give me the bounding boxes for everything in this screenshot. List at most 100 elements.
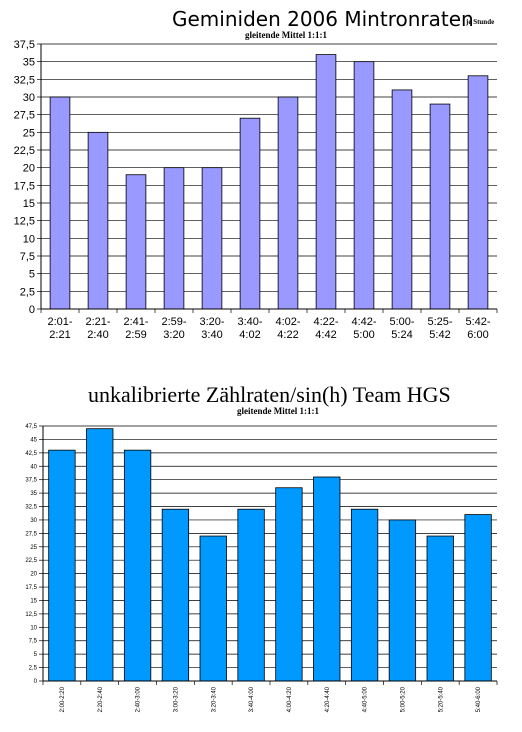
y-tick-label: 22,5 bbox=[14, 145, 35, 157]
x-tick-label: 2:01- bbox=[47, 316, 72, 328]
y-tick-label: 27,5 bbox=[14, 110, 35, 122]
chart2-gridlines bbox=[43, 425, 497, 682]
x-tick-label: 2:20-2:40 bbox=[98, 686, 104, 712]
chart2-y-tick-labels: 0 2,5 5 7,5 10 12,5 15 17,5 20 22,5 25 27,5 30 32,5 35… bbox=[25, 424, 37, 685]
y-tick-label: 35 bbox=[23, 57, 35, 69]
x-tick-label: 2:59- bbox=[161, 316, 186, 328]
x-tick-label: 5:20-5:40 bbox=[438, 686, 444, 712]
chart2-bars bbox=[48, 428, 492, 682]
y-tick-label: 32,5 bbox=[14, 74, 35, 86]
x-tick-label: 3:00-3:20 bbox=[173, 686, 179, 712]
chart1-title-suffix: je Stunde bbox=[465, 18, 494, 26]
bar-12 bbox=[464, 514, 492, 682]
chart-gemini-mintron-rates: Geminiden 2006 Mintronraten je Stunde gl… bbox=[14, 7, 498, 341]
y-tick-label: 30 bbox=[30, 518, 37, 524]
y-tick-label: 37,5 bbox=[14, 39, 35, 51]
bar-4 bbox=[163, 167, 185, 310]
x-tick-label: 5:24 bbox=[391, 329, 412, 341]
y-tick-label: 5 bbox=[29, 269, 35, 281]
bar-6 bbox=[237, 508, 265, 682]
x-tick-label: 2:41- bbox=[123, 316, 148, 328]
chart1-gridlines bbox=[41, 43, 497, 310]
x-tick-label: 4:22 bbox=[277, 329, 298, 341]
y-tick-label: 7,5 bbox=[20, 251, 35, 263]
x-tick-label: 4:40-5:00 bbox=[363, 686, 369, 712]
y-tick-label: 40 bbox=[30, 464, 37, 470]
y-tick-label: 2,5 bbox=[20, 286, 35, 298]
x-tick-label: 2:40 bbox=[87, 329, 108, 341]
y-tick-label: 27,5 bbox=[25, 531, 37, 537]
bar-6 bbox=[239, 117, 261, 310]
bar-3 bbox=[125, 174, 147, 310]
bar-7 bbox=[275, 487, 303, 682]
x-tick-label: 4:00-4:20 bbox=[287, 686, 293, 712]
x-tick-label: 4:42 bbox=[315, 329, 336, 341]
x-tick-label: 3:40-4:00 bbox=[249, 686, 255, 712]
x-tick-label: 2:21 bbox=[49, 329, 70, 341]
chart1-subtitle: gleitende Mittel 1:1:1 bbox=[245, 30, 327, 40]
y-tick-label: 2,5 bbox=[29, 666, 38, 672]
y-tick-label: 17,5 bbox=[14, 180, 35, 192]
bar-3 bbox=[123, 449, 152, 682]
y-tick-label: 15 bbox=[23, 198, 35, 210]
y-tick-label: 25 bbox=[23, 127, 35, 139]
bar-2 bbox=[87, 131, 109, 310]
bar-5 bbox=[199, 535, 227, 682]
x-tick-label: 4:22- bbox=[313, 316, 338, 328]
bar-11 bbox=[426, 535, 454, 682]
bar-1 bbox=[48, 449, 76, 682]
y-tick-label: 32,5 bbox=[25, 505, 37, 511]
y-tick-label: 42,5 bbox=[25, 451, 37, 457]
x-tick-label: 4:02- bbox=[275, 316, 300, 328]
y-tick-label: 17,5 bbox=[25, 585, 37, 591]
x-tick-label: 2:59 bbox=[125, 329, 146, 341]
x-tick-label: 5:00- bbox=[389, 316, 414, 328]
x-tick-label: 5:25- bbox=[427, 316, 452, 328]
bar-2 bbox=[86, 428, 114, 682]
y-tick-label: 22,5 bbox=[25, 558, 37, 564]
y-tick-label: 15 bbox=[30, 598, 37, 604]
y-tick-label: 45 bbox=[30, 437, 37, 443]
bar-5 bbox=[201, 167, 223, 310]
chart1-bars bbox=[49, 54, 489, 310]
chart1-axes bbox=[37, 43, 498, 313]
x-tick-label: 2:21- bbox=[85, 316, 110, 328]
x-tick-label: 6:00 bbox=[467, 329, 488, 341]
x-tick-label: 4:20-4:40 bbox=[325, 686, 331, 712]
x-tick-label: 4:02 bbox=[239, 329, 260, 341]
bar-8 bbox=[315, 54, 337, 310]
bar-10 bbox=[388, 519, 417, 682]
chart-uncalibrated-count-rates: unkalibrierte Zählraten/sin(h) Team HGS … bbox=[25, 382, 498, 712]
x-tick-label: 5:00-5:20 bbox=[400, 686, 406, 712]
y-tick-label: 12,5 bbox=[25, 612, 37, 618]
y-tick-label: 7,5 bbox=[29, 639, 38, 645]
y-tick-label: 47,5 bbox=[25, 424, 37, 430]
y-tick-label: 37,5 bbox=[25, 478, 37, 484]
x-tick-label: 5:00 bbox=[353, 329, 374, 341]
x-tick-label: 2:40-3:00 bbox=[136, 686, 142, 712]
y-tick-label: 20 bbox=[23, 163, 35, 175]
chart2-title: unkalibrierte Zählraten/sin(h) Team HGS bbox=[88, 382, 451, 407]
bar-9 bbox=[350, 508, 379, 682]
x-tick-label: 3:20- bbox=[199, 316, 224, 328]
y-tick-label: 10 bbox=[23, 233, 35, 245]
bar-12 bbox=[467, 75, 489, 310]
bar-8 bbox=[313, 476, 341, 682]
x-tick-label: 2:00-2:20 bbox=[60, 686, 66, 712]
x-tick-label: 5:40-6:00 bbox=[476, 686, 482, 712]
chart1-x-tick-labels: 2:01-2:21 2:21-2:40 2:41-2:59 2:59-3:20 3:20… bbox=[47, 316, 490, 341]
x-tick-label: 3:20 bbox=[163, 329, 184, 341]
bar-9 bbox=[353, 61, 375, 310]
y-tick-label: 25 bbox=[30, 545, 37, 551]
y-tick-label: 12,5 bbox=[14, 216, 35, 228]
bar-11 bbox=[429, 103, 451, 310]
chart1-y-tick-labels: 0 2,5 5 7,5 10 12,5 15 17,5 20 22,5 25 27,5 30 32,5 35… bbox=[14, 39, 35, 316]
y-tick-label: 20 bbox=[30, 572, 37, 578]
x-tick-label: 4:42- bbox=[351, 316, 376, 328]
x-tick-label: 3:40- bbox=[237, 316, 262, 328]
bar-1 bbox=[49, 96, 71, 310]
x-tick-label: 3:20-3:40 bbox=[211, 686, 217, 712]
bar-10 bbox=[391, 89, 413, 310]
x-tick-label: 5:42- bbox=[465, 316, 490, 328]
bar-7 bbox=[277, 96, 299, 310]
